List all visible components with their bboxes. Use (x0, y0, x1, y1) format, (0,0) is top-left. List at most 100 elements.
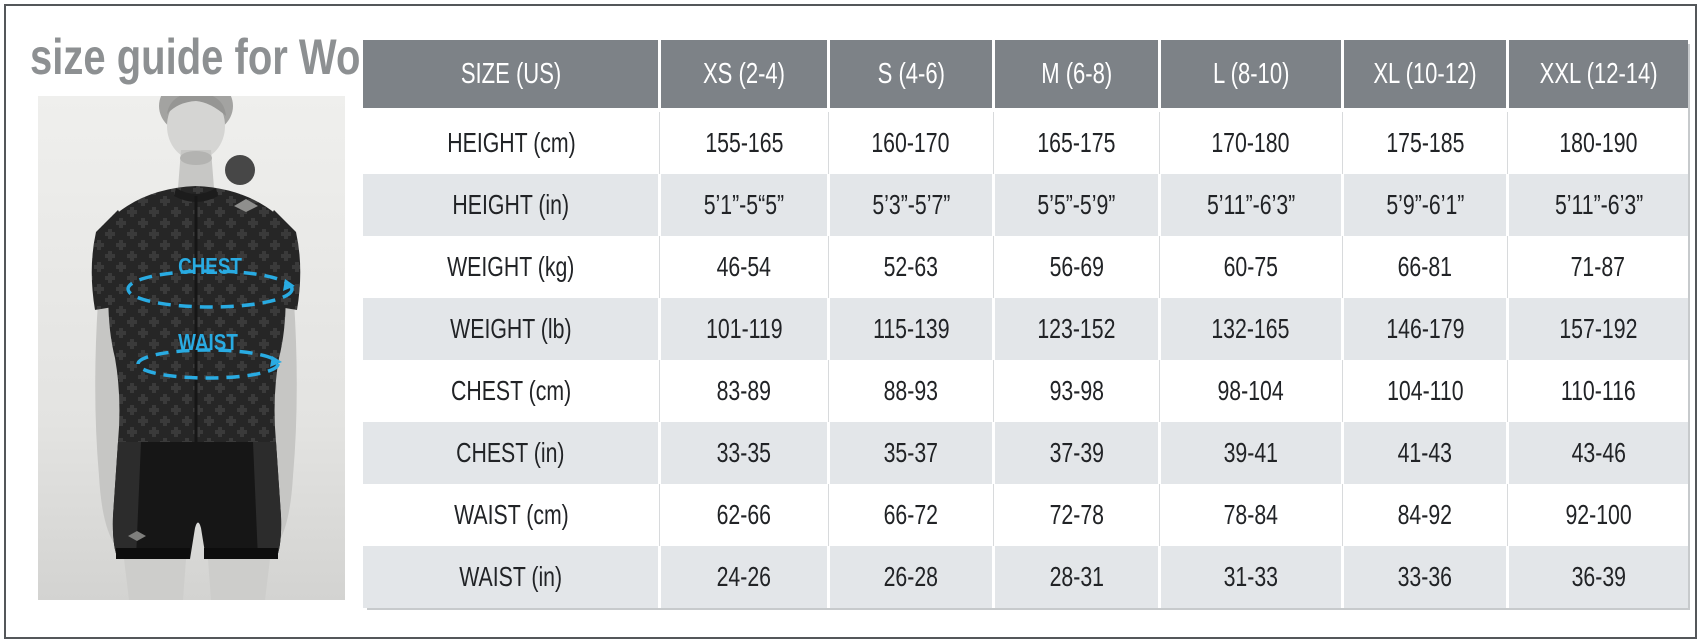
value-text: 88-93 (883, 375, 939, 406)
value-text: 175-185 (1385, 127, 1465, 158)
value-cell: 24-26 (658, 546, 829, 608)
row-label-cell: HEIGHT (in) (363, 174, 660, 236)
jersey-left-sleeve (91, 210, 131, 310)
value-text: 146-179 (1385, 313, 1465, 344)
value-text: 5’11”-6’3” (1206, 189, 1295, 220)
row-label-text: WAIST (cm) (453, 499, 569, 530)
value-cell: 110-116 (1507, 360, 1688, 422)
value-text: 28-31 (1049, 561, 1104, 592)
row-label-text: WEIGHT (kg) (447, 251, 575, 282)
value-cell: 35-37 (826, 422, 994, 484)
shorts-left-panel (112, 442, 141, 559)
value-cell: 101-119 (658, 298, 829, 360)
value-cell: 39-41 (1157, 422, 1343, 484)
value-text: 78-84 (1223, 499, 1278, 530)
value-text: 66-81 (1397, 251, 1453, 282)
value-cell: 83-89 (659, 360, 829, 422)
header-cell-2: S (4-6) (826, 40, 994, 112)
value-cell: 132-165 (1157, 298, 1343, 360)
value-text: 104-110 (1386, 375, 1464, 406)
value-text: 115-139 (872, 313, 950, 344)
table-row: CHEST (cm) 83-89 88-93 93-98 98-104 104-110 11… (363, 360, 1688, 422)
value-text: 66-72 (883, 499, 939, 530)
value-cell: 5’11”-6’3” (1506, 174, 1688, 236)
header-cell-text: XXL (12-14) (1539, 57, 1658, 90)
value-text: 98-104 (1217, 375, 1284, 406)
jersey-collar (174, 188, 218, 202)
table-row: WEIGHT (lb) 101-119 115-139 123-152 132-165 1… (363, 298, 1688, 360)
size-chart: SIZE (US) XS (2-4) S (4-6) M (6-8) L (8-10) X… (363, 40, 1688, 608)
shorts (112, 442, 282, 559)
table-row: WAIST (in) 24-26 26-28 28-31 31-33 33-36 36-39 (363, 546, 1688, 608)
size-chart-table: SIZE (US) XS (2-4) S (4-6) M (6-8) L (8-10) X… (363, 40, 1688, 608)
value-text: 83-89 (716, 375, 772, 406)
hair-bun (225, 155, 255, 185)
value-text: 62-66 (716, 499, 772, 530)
value-cell: 5’3”-5’7” (826, 174, 994, 236)
header-cell-4: L (8-10) (1157, 40, 1343, 112)
value-cell: 71-87 (1507, 236, 1688, 298)
header-cell-6: XXL (12-14) (1506, 40, 1688, 112)
value-text: 5’1”-5“5” (703, 189, 785, 220)
waist-label-group: WAIST (178, 330, 238, 355)
header-cell-text: S (4-6) (877, 57, 945, 90)
value-cell: 5’9”-6’1” (1340, 174, 1508, 236)
header-cell-text: SIZE (US) (460, 57, 561, 90)
row-label-cell: HEIGHT (cm) (363, 110, 660, 174)
value-cell: 26-28 (826, 546, 994, 608)
table-row: WAIST (cm) 62-66 66-72 72-78 78-84 84-92 92-10… (363, 484, 1688, 546)
value-cell: 62-66 (659, 484, 829, 546)
header-cell-text: XS (2-4) (702, 57, 785, 90)
value-text: 36-39 (1571, 561, 1626, 592)
row-label-cell: WEIGHT (kg) (363, 236, 660, 298)
value-text: 24-26 (716, 561, 772, 592)
shorts-left-hem (116, 548, 190, 559)
value-text: 46-54 (716, 251, 772, 282)
header-cell-text: XL (10-12) (1373, 57, 1477, 90)
value-text: 123-152 (1037, 313, 1116, 344)
value-cell: 5’11”-6’3” (1157, 174, 1343, 236)
waist-measurement-line (136, 348, 280, 380)
value-text: 33-35 (716, 437, 772, 468)
value-cell: 88-93 (827, 360, 994, 422)
value-cell: 146-179 (1340, 298, 1508, 360)
chest-label-group: CHEST (178, 254, 242, 279)
left-leg (124, 559, 186, 600)
value-text: 35-37 (883, 437, 939, 468)
value-cell: 5’1”-5“5” (658, 174, 829, 236)
value-text: 39-41 (1223, 437, 1278, 468)
value-cell: 175-185 (1341, 110, 1508, 174)
value-cell: 66-72 (827, 484, 994, 546)
right-leg (208, 559, 270, 600)
row-label-text: WAIST (in) (459, 561, 563, 592)
value-text: 160-170 (871, 127, 950, 158)
value-cell: 123-152 (992, 298, 1160, 360)
value-cell: 78-84 (1158, 484, 1343, 546)
value-text: 43-46 (1571, 437, 1626, 468)
value-text: 41-43 (1397, 437, 1453, 468)
value-cell: 52-63 (827, 236, 994, 298)
value-text: 170-180 (1211, 127, 1290, 158)
chest-measurement-label: CHEST (178, 254, 242, 279)
value-text: 92-100 (1565, 499, 1632, 530)
row-label-cell: CHEST (in) (363, 422, 660, 484)
value-cell: 115-139 (826, 298, 994, 360)
value-text: 110-116 (1560, 375, 1636, 406)
value-cell: 41-43 (1340, 422, 1508, 484)
value-text: 93-98 (1049, 375, 1104, 406)
header-cell-5: XL (10-12) (1340, 40, 1508, 112)
jersey-logo (234, 199, 258, 212)
value-cell: 5’5”-5’9” (992, 174, 1160, 236)
row-label-cell: WAIST (cm) (363, 484, 660, 546)
value-cell: 84-92 (1341, 484, 1508, 546)
value-text: 31-33 (1223, 561, 1278, 592)
value-cell: 33-35 (658, 422, 829, 484)
value-cell: 170-180 (1158, 110, 1343, 174)
value-cell: 28-31 (992, 546, 1160, 608)
value-text: 5’11”-6’3” (1554, 189, 1643, 220)
header-cell-size: SIZE (US) (363, 40, 660, 112)
shorts-logo (128, 531, 146, 541)
value-text: 71-87 (1570, 251, 1626, 282)
value-text: 37-39 (1049, 437, 1104, 468)
